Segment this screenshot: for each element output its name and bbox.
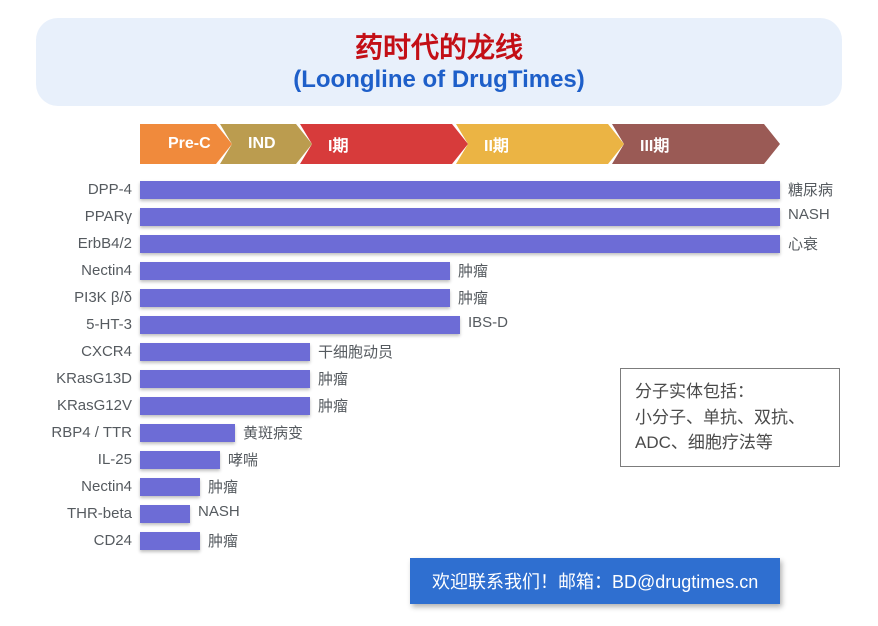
indication-label: NASH — [190, 503, 240, 520]
bar-track: 肿瘤 — [140, 478, 800, 496]
stage-chevron: II期 — [456, 124, 624, 164]
progress-bar — [140, 451, 220, 469]
modality-info-box: 分子实体包括： 小分子、单抗、双抗、 ADC、细胞疗法等 — [620, 368, 840, 467]
pipeline-row: PI3K β/δ 肿瘤 — [20, 284, 860, 311]
pipeline-row: CXCR4 干细胞动员 — [20, 338, 860, 365]
progress-bar — [140, 397, 310, 415]
target-label: THR-beta — [20, 505, 140, 522]
progress-bar — [140, 370, 310, 388]
stage-label: IND — [248, 135, 276, 153]
indication-label: 肿瘤 — [310, 368, 348, 389]
progress-bar — [140, 289, 450, 307]
title-en: (Loongline of DrugTimes) — [36, 66, 842, 94]
bar-track: NASH — [140, 505, 800, 523]
target-label: PPARγ — [20, 208, 140, 225]
stage-label: Pre-C — [168, 135, 211, 153]
bar-track: 干细胞动员 — [140, 343, 800, 361]
info-line-2: 小分子、单抗、双抗、 — [635, 405, 825, 431]
indication-label: 哮喘 — [220, 449, 258, 470]
stage-chevron: I期 — [300, 124, 468, 164]
indication-label: 肿瘤 — [450, 260, 488, 281]
target-label: IL-25 — [20, 451, 140, 468]
pipeline-row: ErbB4/2心衰 — [20, 230, 860, 257]
stage-chevron: Pre-C — [140, 124, 232, 164]
stage-label: II期 — [484, 132, 509, 156]
progress-bar — [140, 181, 780, 199]
target-label: CXCR4 — [20, 343, 140, 360]
stage-chevron: III期 — [612, 124, 780, 164]
target-label: 5-HT-3 — [20, 316, 140, 333]
stage-label: I期 — [328, 132, 348, 156]
info-line-1: 分子实体包括： — [635, 379, 825, 405]
target-label: Nectin4 — [20, 262, 140, 279]
bar-track: 肿瘤 — [140, 262, 800, 280]
bar-track: 肿瘤 — [140, 289, 800, 307]
indication-label: 肿瘤 — [450, 287, 488, 308]
stage-chevron: IND — [220, 124, 312, 164]
indication-label: 糖尿病 — [780, 179, 833, 200]
contact-text: 欢迎联系我们！邮箱：BD@drugtimes.cn — [432, 572, 758, 592]
pipeline-row: Nectin4 肿瘤 — [20, 257, 860, 284]
info-line-3: ADC、细胞疗法等 — [635, 430, 825, 456]
contact-banner: 欢迎联系我们！邮箱：BD@drugtimes.cn — [410, 558, 780, 604]
indication-label: 肿瘤 — [200, 530, 238, 551]
pipeline-row: 5-HT-3 IBS-D — [20, 311, 860, 338]
target-label: ErbB4/2 — [20, 235, 140, 252]
progress-bar — [140, 478, 200, 496]
indication-label: 心衰 — [780, 233, 818, 254]
pipeline-row: Nectin4 肿瘤 — [20, 473, 860, 500]
bar-track: 肿瘤 — [140, 532, 800, 550]
bar-track: IBS-D — [140, 316, 800, 334]
target-label: PI3K β/δ — [20, 289, 140, 306]
pipeline-row: THR-beta NASH — [20, 500, 860, 527]
progress-bar — [140, 424, 235, 442]
pipeline-row: CD24 肿瘤 — [20, 527, 860, 554]
progress-bar — [140, 316, 460, 334]
target-label: DPP-4 — [20, 181, 140, 198]
progress-bar — [140, 505, 190, 523]
title-box: 药时代的龙线 (Loongline of DrugTimes) — [36, 18, 842, 106]
pipeline-row: PPARγNASH — [20, 203, 860, 230]
stage-chevron-row: Pre-C IND I期 II期 III期 — [140, 124, 800, 164]
progress-bar — [140, 262, 450, 280]
progress-bar — [140, 235, 780, 253]
indication-label: 黄斑病变 — [235, 422, 303, 443]
pipeline-chart: DPP-4糖尿病PPARγNASHErbB4/2心衰Nectin4肿瘤PI3K … — [20, 176, 860, 554]
bar-track: 心衰 — [140, 235, 800, 253]
target-label: KRasG12V — [20, 397, 140, 414]
indication-label: 干细胞动员 — [310, 341, 393, 362]
target-label: Nectin4 — [20, 478, 140, 495]
bar-track: 糖尿病 — [140, 181, 800, 199]
indication-label: 肿瘤 — [310, 395, 348, 416]
target-label: CD24 — [20, 532, 140, 549]
target-label: KRasG13D — [20, 370, 140, 387]
target-label: RBP4 / TTR — [20, 424, 140, 441]
progress-bar — [140, 208, 780, 226]
indication-label: NASH — [780, 206, 830, 223]
progress-bar — [140, 532, 200, 550]
progress-bar — [140, 343, 310, 361]
pipeline-row: DPP-4糖尿病 — [20, 176, 860, 203]
indication-label: 肿瘤 — [200, 476, 238, 497]
bar-track: NASH — [140, 208, 800, 226]
title-cn: 药时代的龙线 — [36, 26, 842, 66]
stage-label: III期 — [640, 132, 669, 156]
indication-label: IBS-D — [460, 314, 508, 331]
